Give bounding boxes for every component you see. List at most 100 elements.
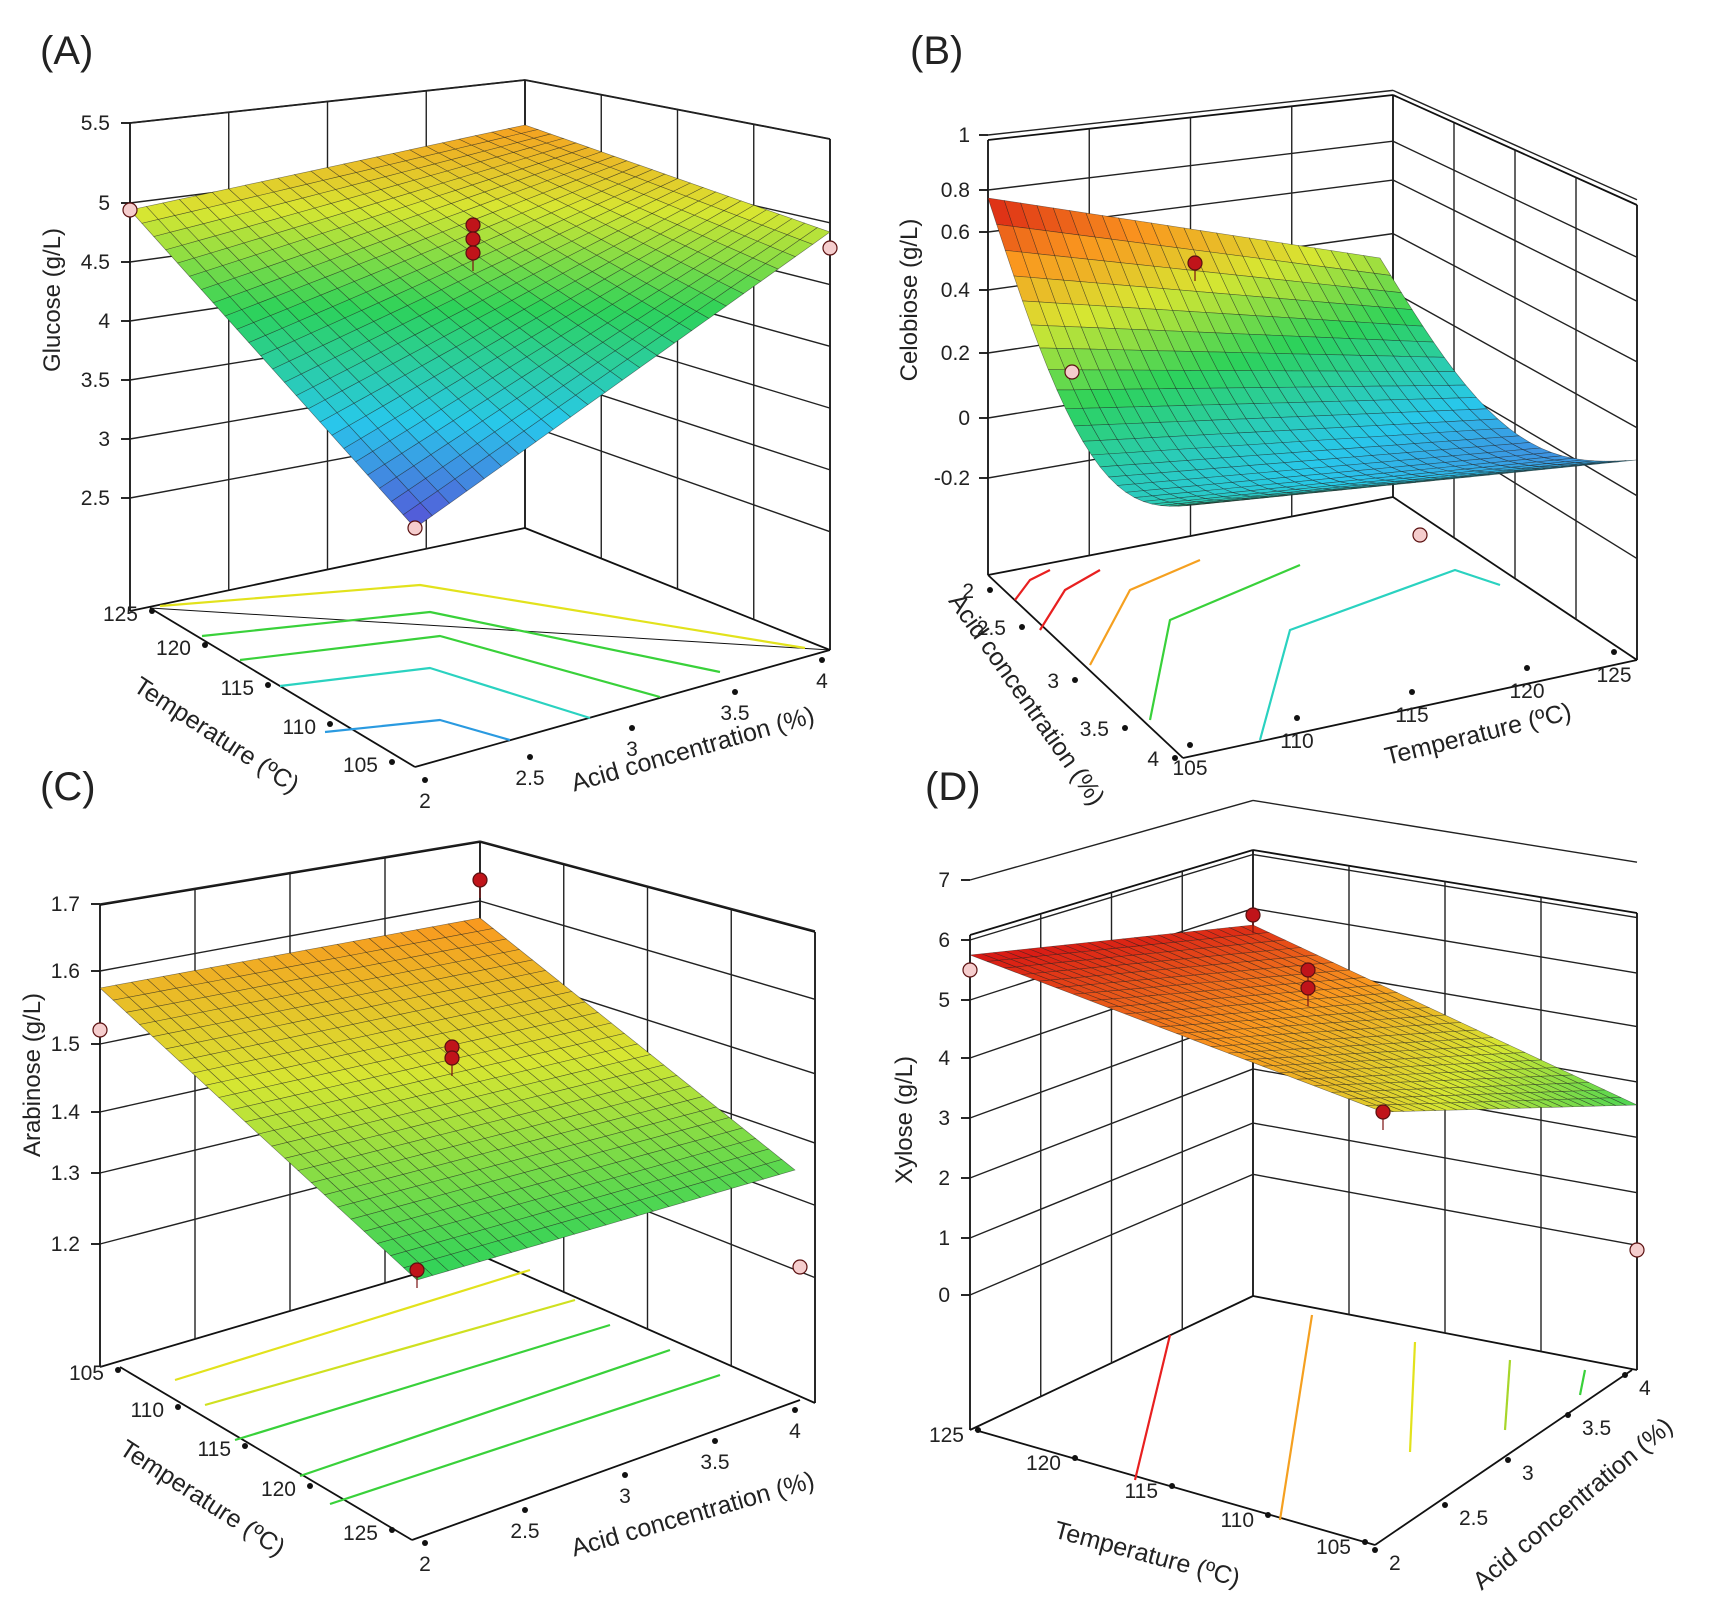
temperature-tick-mark <box>1409 689 1415 695</box>
acid-tick-mark <box>422 777 428 783</box>
panel-c-acid-label: Acid concentration (%) <box>568 1466 817 1562</box>
acid-tick-label: 3.5 <box>1080 718 1109 741</box>
panel-b-z-ticks: -0.2 0 0.2 0.4 0.6 0.8 1 <box>934 124 970 490</box>
temperature-tick-label: 115 <box>1395 704 1428 727</box>
panel-b: -0.2 0 0.2 0.4 0.6 0.8 1 105 110 115 120 125 22.5 3… <box>896 29 1638 810</box>
panel-c-acid-ticks: 2 2.5 3 3.5 4 <box>419 1407 801 1576</box>
panel-c-y-axis-label: Arabinose (g/L) <box>19 993 46 1157</box>
design-point <box>1412 527 1428 543</box>
temperature-tick-label: 120 <box>1026 1452 1061 1475</box>
temperature-tick-mark <box>389 759 395 765</box>
acid-tick-label: 3.5 <box>720 702 749 725</box>
acid-tick-label: 3.5 <box>700 1451 729 1474</box>
panel-a-floor <box>149 607 831 768</box>
temperature-tick-label: 115 <box>221 677 254 700</box>
temperature-tick-mark <box>1294 715 1300 721</box>
design-point <box>962 962 978 978</box>
panel-a-contours <box>159 583 806 742</box>
acid-tick-label: 3.5 <box>1582 1417 1611 1440</box>
design-point <box>1375 1104 1391 1120</box>
grid-line-right <box>479 840 816 932</box>
design-point <box>822 240 838 256</box>
panel-c-floor <box>119 1366 801 1541</box>
z-tick-label: 0.6 <box>941 221 970 244</box>
panel-a-temperature-ticks: 125 120 115 110 105 <box>103 603 395 777</box>
acid-tick-label: 4 <box>816 670 828 693</box>
z-tick-label: 1.4 <box>51 1101 81 1124</box>
acid-tick-mark <box>522 1507 528 1513</box>
temperature-tick-label: 110 <box>283 716 316 739</box>
contour-line <box>239 634 661 699</box>
panel-d-surface <box>969 924 1638 1113</box>
design-point <box>92 1022 108 1038</box>
contour-line <box>1014 569 1051 601</box>
temperature-tick-label: 120 <box>156 637 191 660</box>
panel-d-temperature-label: Temperature (ºC) <box>1051 1516 1243 1593</box>
panel-d: 0 1 2 3 4 5 6 7 125 120 115 110 105 2 2.5 3 3.5 4 (D) X… <box>891 765 1678 1595</box>
z-tick-label: 4 <box>98 310 110 333</box>
design-point <box>472 872 488 888</box>
grid-line-left <box>99 840 481 905</box>
panel-d-y-axis-label: Xylose (g/L) <box>891 1056 918 1184</box>
acid-tick-mark <box>1505 1457 1511 1463</box>
z-tick-label: 5 <box>938 989 950 1012</box>
z-tick-label: 1.2 <box>51 1233 80 1256</box>
temperature-tick-mark <box>1265 1512 1271 1518</box>
temperature-tick-label: 105 <box>343 754 378 777</box>
acid-tick-label: 3 <box>626 738 638 761</box>
z-tick-label: 7 <box>938 869 950 892</box>
panel-b-label: (B) <box>910 29 963 73</box>
z-tick-label: 4 <box>938 1047 950 1070</box>
panel-b-surface <box>987 197 1638 507</box>
panel-a-label: (A) <box>40 29 93 73</box>
contour-line <box>159 583 806 650</box>
temperature-tick-label: 115 <box>1125 1480 1158 1503</box>
temperature-tick-mark <box>242 1443 248 1449</box>
z-tick-label: 0 <box>938 1284 950 1307</box>
panel-c-points <box>92 872 808 1288</box>
z-tick-label: 1.5 <box>51 1033 80 1056</box>
design-point <box>1187 255 1203 271</box>
acid-tick-mark <box>629 725 635 731</box>
temperature-tick-label: 105 <box>69 1362 104 1385</box>
acid-tick-label: 3 <box>619 1485 631 1508</box>
acid-tick-mark <box>1019 624 1025 630</box>
grid-line-left <box>987 89 1394 136</box>
z-tick-label: 0 <box>958 407 970 430</box>
temperature-tick-mark <box>307 1483 313 1489</box>
z-tick-label: 5 <box>98 192 110 215</box>
contour-line <box>1089 558 1201 666</box>
contour-line <box>234 1323 611 1442</box>
acid-tick-mark <box>1372 1547 1378 1553</box>
temperature-tick-mark <box>975 1427 981 1433</box>
grid-line-left <box>969 799 1254 881</box>
panel-a-acid-label: Acid concentration (%) <box>568 701 817 797</box>
panel-c-label: (C) <box>40 765 96 809</box>
panel-b-y-axis-label: Celobiose (g/L) <box>896 219 923 382</box>
temperature-tick-mark <box>1611 649 1617 655</box>
contour-line <box>201 610 721 674</box>
temperature-tick-label: 105 <box>1316 1536 1351 1559</box>
acid-tick-mark <box>1442 1502 1448 1508</box>
surface-cell <box>1610 1097 1638 1106</box>
panel-a-y-axis-label: Glucose (g/L) <box>39 228 66 372</box>
panel-d-temperature-ticks: 125 120 115 110 105 <box>929 1424 1368 1559</box>
z-tick-label: 1 <box>938 1227 950 1250</box>
contour-line <box>174 1268 531 1382</box>
panel-b-acid-ticks: 22.5 3 3.5 4 <box>962 580 1178 771</box>
panel-d-z-ticks: 0 1 2 3 4 5 6 7 <box>938 869 950 1307</box>
panel-c: 1.2 1.3 1.4 1.5 1.6 1.7 105 110 115 120 125 2 2.5 3… <box>19 765 818 1576</box>
panel-a: 2.5 3 3.5 4 4.5 5 5.5 125 120 115 110 105 2 2.5 3 3.5… <box>39 29 838 813</box>
z-tick-label: 1 <box>958 124 970 147</box>
acid-tick-label: 3 <box>1047 670 1059 693</box>
acid-tick-mark <box>1172 755 1178 761</box>
acid-tick-mark <box>1072 677 1078 683</box>
temperature-tick-label: 105 <box>1172 757 1207 780</box>
design-point <box>1300 962 1316 978</box>
design-point <box>792 1259 808 1275</box>
design-point <box>1064 364 1080 380</box>
temperature-tick-label: 125 <box>343 1522 378 1545</box>
panel-c-z-ticks: 1.2 1.3 1.4 1.5 1.6 1.7 <box>51 893 81 1256</box>
design-point <box>444 1050 460 1066</box>
